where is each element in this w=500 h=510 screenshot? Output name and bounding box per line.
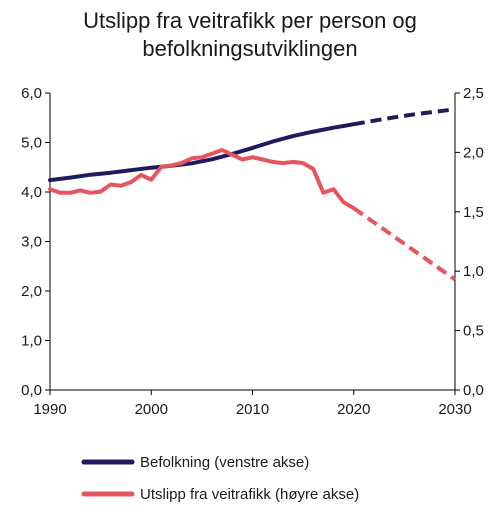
x-tick-label: 2010 — [236, 401, 269, 418]
series-projection-0 — [353, 107, 456, 127]
series-line-0 — [48, 122, 356, 183]
x-tick-label: 2000 — [135, 401, 168, 418]
left-tick-label: 4,0 — [21, 184, 42, 201]
left-tick-label: 3,0 — [21, 234, 42, 251]
right-tick-label: 1,0 — [463, 263, 484, 280]
axes — [45, 92, 460, 395]
legend: Befolkning (venstre akse) Utslipp fra vei… — [81, 454, 359, 503]
title-line-1: befolkningsutviklingen — [142, 36, 357, 61]
series-line-1 — [48, 148, 356, 211]
right-tick-label: 1,5 — [463, 204, 484, 221]
right-tick-label: 0,5 — [463, 323, 484, 340]
left-tick-label: 1,0 — [21, 333, 42, 350]
left-tick-label: 6,0 — [21, 85, 42, 102]
title-line-0: Utslipp fra veitrafikk per person og — [83, 8, 417, 33]
left-tick-label: 5,0 — [21, 135, 42, 152]
legend-label-0: Befolkning (venstre akse) — [140, 454, 309, 471]
chart-title: Utslipp fra veitrafikk per person og befo… — [83, 8, 417, 61]
right-tick-label: 2,5 — [463, 85, 484, 102]
right-tick-label: 0,0 — [463, 382, 484, 399]
left-tick-label: 0,0 — [21, 382, 42, 399]
x-tick-label: 2030 — [438, 401, 471, 418]
series-lines — [48, 107, 457, 282]
legend-label-1: Utslipp fra veitrafikk (høyre akse) — [140, 486, 359, 503]
x-tick-label: 2020 — [337, 401, 370, 418]
right-tick-label: 2,0 — [463, 144, 484, 161]
series-projection-1 — [352, 206, 457, 282]
left-tick-label: 2,0 — [21, 283, 42, 300]
tick-labels: 0,0 1,0 2,0 3,0 4,0 5,0 6,0 0,0 0,5 1,0 1,5 2,0 2,5 1… — [21, 85, 484, 418]
x-tick-label: 1990 — [33, 401, 66, 418]
